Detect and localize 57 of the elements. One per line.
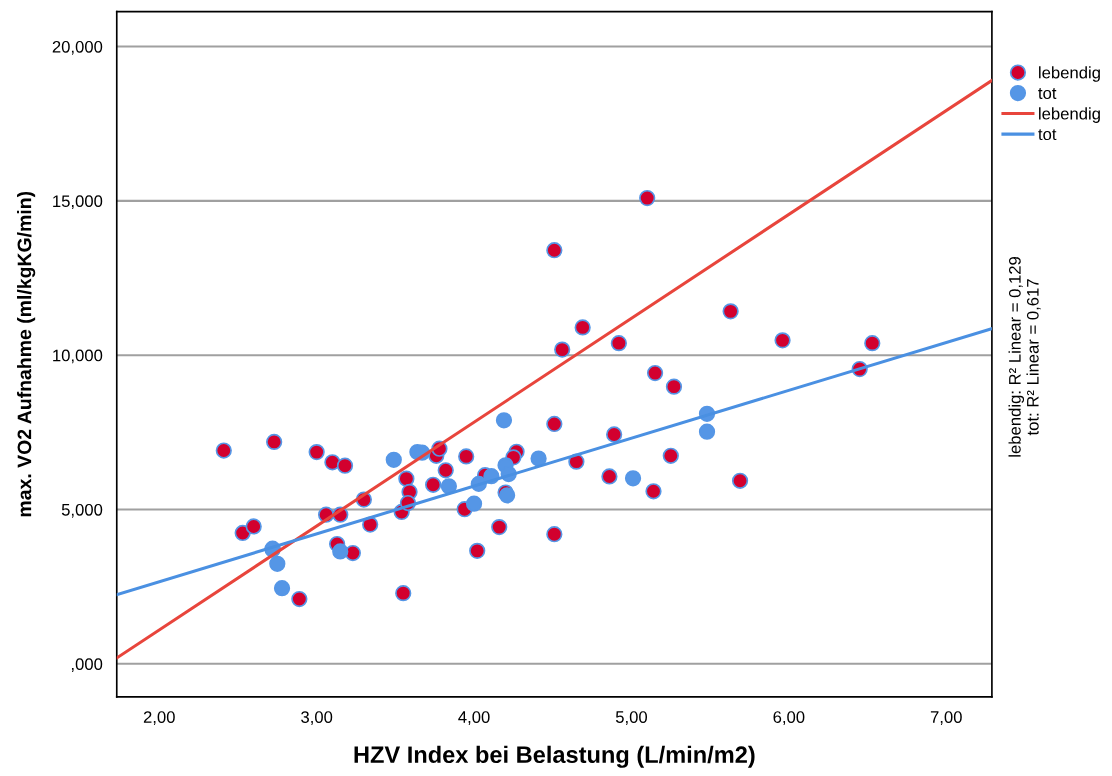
point: [610, 335, 627, 352]
y-tick-label: 10,000: [53, 349, 103, 364]
point: [554, 341, 571, 358]
point: [722, 303, 739, 320]
point: [491, 518, 508, 536]
point: [546, 526, 563, 543]
x-tick-label: 7,00: [930, 711, 962, 725]
point: [639, 189, 656, 207]
point: [266, 433, 283, 451]
legend-label: lebendig: [1039, 66, 1100, 82]
point: [273, 580, 291, 597]
x-axis-title: HZV Index bei Belastung (L/min/m2): [354, 745, 755, 768]
point: [606, 426, 623, 443]
x-tick-label: 5,00: [615, 711, 648, 725]
point: [245, 518, 262, 535]
x-tick-label: 3,00: [301, 711, 333, 725]
point: [458, 448, 475, 465]
point: [425, 476, 442, 493]
point: [665, 378, 683, 395]
x-tick-label: 2,00: [143, 711, 175, 725]
point: [495, 412, 513, 429]
point: [646, 364, 664, 382]
y-tick-label: 20,000: [52, 40, 103, 55]
point: [395, 585, 412, 602]
point: [574, 319, 591, 336]
y-tick-label: 15,000: [53, 195, 103, 210]
point: [698, 423, 716, 440]
point: [465, 495, 483, 512]
y-tick-label: ,000: [71, 658, 103, 672]
y-axis-title: max. VO2 Aufnahme (ml/kgKG/min): [17, 191, 36, 517]
point: [731, 472, 749, 489]
point: [215, 442, 232, 459]
point: [437, 462, 454, 479]
point: [624, 470, 642, 487]
legend-label: tot: [1038, 88, 1057, 100]
point: [269, 555, 286, 572]
point: [601, 468, 618, 485]
point: [864, 335, 881, 352]
point: [332, 543, 349, 560]
point: [336, 457, 354, 474]
point: [398, 470, 415, 487]
point: [469, 542, 486, 559]
point: [291, 590, 308, 608]
y-tick-label: 5,000: [61, 503, 103, 518]
point: [308, 443, 325, 461]
point: [662, 447, 679, 464]
point: [546, 415, 563, 433]
x-tick-label: 4,00: [458, 711, 490, 725]
legend-label: lebendig: [1039, 107, 1100, 123]
point: [530, 450, 547, 467]
text: lebendig: R² Linear = 0,129 tot: R² Linear = 0,617: [1008, 256, 1041, 457]
point: [546, 242, 563, 259]
x-tick-label: 6,00: [773, 711, 805, 725]
point: [645, 483, 662, 500]
point: [385, 451, 402, 468]
legend-label: tot: [1038, 129, 1057, 141]
point: [774, 332, 791, 349]
